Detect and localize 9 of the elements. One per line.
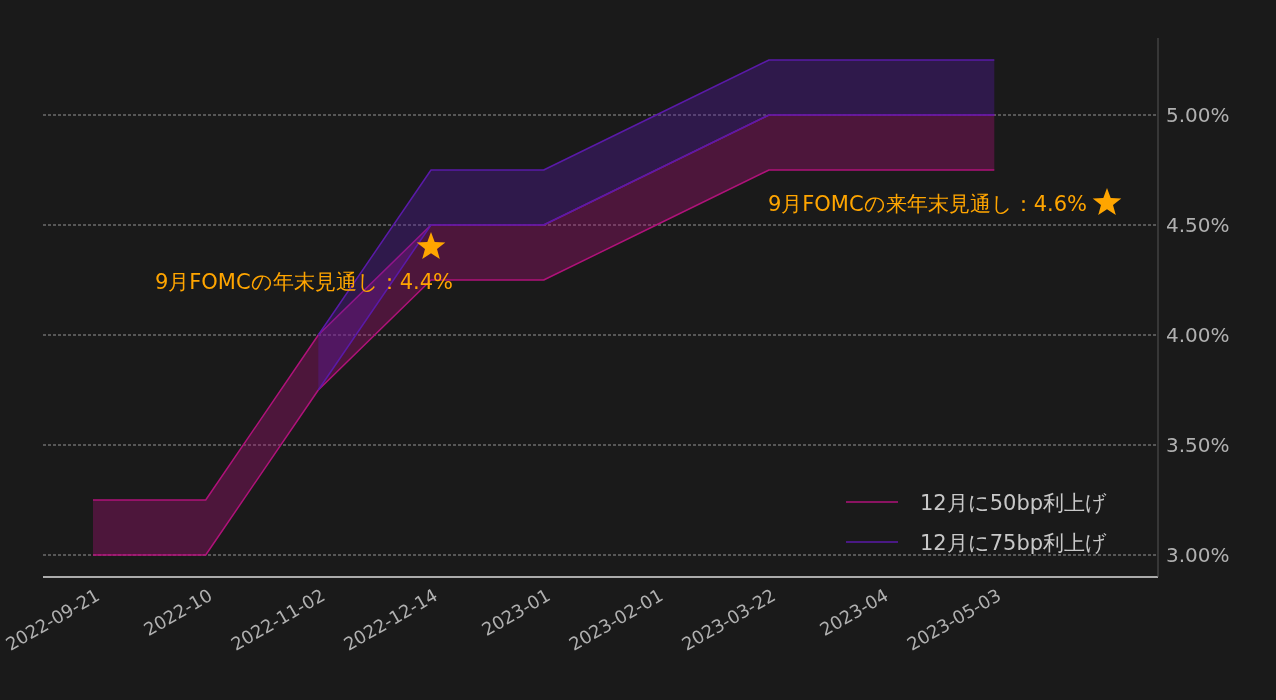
y-tick-label: 4.50% (1166, 213, 1230, 237)
y-tick-label: 3.00% (1166, 543, 1230, 567)
y-tick-label: 5.00% (1166, 103, 1230, 127)
annotation: 9月FOMCの来年末見通し：4.6% (767, 192, 1087, 216)
legend-label: 12月に50bp利上げ (920, 491, 1108, 515)
annotation: 9月FOMCの年末見通し：4.4% (154, 270, 453, 294)
y-tick-label: 4.00% (1166, 323, 1230, 347)
y-tick-label: 3.50% (1166, 433, 1230, 457)
legend-label: 12月に75bp利上げ (920, 531, 1108, 555)
